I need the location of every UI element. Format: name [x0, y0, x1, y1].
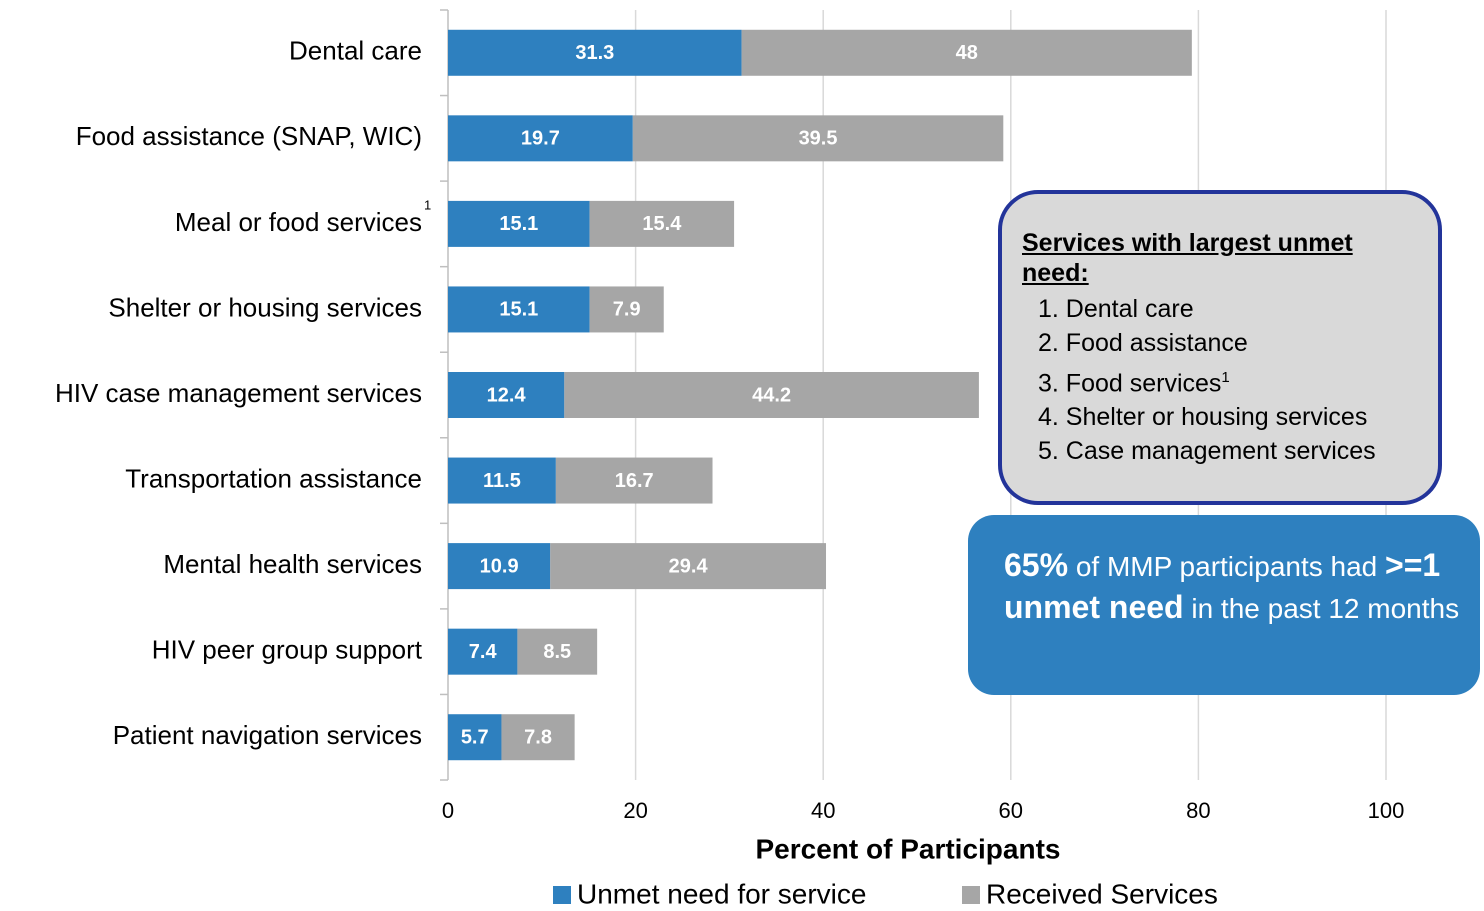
- y-tick-label: Patient navigation services: [113, 720, 422, 750]
- y-tick-label: Food assistance (SNAP, WIC): [76, 121, 422, 151]
- notes-item: 5. Case management services: [1038, 435, 1376, 469]
- value-label: 5.7: [461, 727, 489, 749]
- bar-segment: [448, 543, 551, 590]
- bar-segment: [517, 628, 598, 675]
- value-label: 48: [956, 42, 978, 64]
- notes-item-note: 1: [1221, 368, 1230, 386]
- x-tick-label: 100: [1368, 798, 1405, 823]
- x-tick-label: 40: [811, 798, 835, 823]
- bar-segment: [448, 115, 633, 162]
- y-tick-label: Meal or food services: [175, 207, 422, 237]
- highlight-segment: >=1 unmet need: [1004, 547, 1441, 625]
- legend-swatch: [962, 886, 980, 904]
- notes-item: 2. Food assistance: [1038, 327, 1376, 361]
- notes-item: 1. Dental care: [1038, 293, 1376, 327]
- notes-item: 3. Food services1: [1038, 361, 1376, 401]
- y-tick-label: Shelter or housing services: [108, 292, 422, 322]
- bar-segment: [448, 457, 556, 504]
- notes-item-text: 1. Dental care: [1038, 295, 1194, 323]
- bar-segment: [448, 29, 742, 76]
- value-label: 8.5: [543, 641, 571, 663]
- x-axis-title: Percent of Participants: [756, 833, 1061, 864]
- value-label: 15.1: [499, 213, 538, 235]
- bar-segment: [448, 286, 590, 333]
- value-label: 11.5: [483, 470, 521, 492]
- notes-item-text: 4. Shelter or housing services: [1038, 402, 1368, 431]
- bar-segment: [564, 372, 979, 418]
- bar-segment: [448, 372, 565, 418]
- value-label: 7.4: [469, 641, 498, 663]
- legend-label: Unmet need for service: [577, 878, 866, 909]
- bar-segment: [589, 200, 735, 247]
- y-tick-label: HIV peer group support: [152, 635, 423, 665]
- value-label: 44.2: [752, 384, 791, 406]
- y-tick-label: HIV case management services: [55, 378, 422, 408]
- highlight-text: 65% of MMP participants had >=1 unmet ne…: [1004, 545, 1464, 629]
- bar-segment: [501, 714, 575, 761]
- notes-title: Services with largest unmet need:: [1022, 229, 1353, 287]
- y-tick-label: Transportation assistance: [125, 463, 422, 493]
- value-label: 15.4: [642, 213, 682, 235]
- value-label: 39.5: [799, 128, 838, 150]
- highlight-segment: 65%: [1004, 547, 1069, 583]
- value-label: 10.9: [480, 555, 519, 577]
- legend-swatch: [553, 886, 571, 904]
- x-tick-label: 20: [623, 798, 647, 823]
- value-label: 29.4: [669, 555, 709, 577]
- value-label: 12.4: [487, 384, 527, 406]
- value-label: 7.9: [613, 299, 641, 321]
- x-tick-label: 60: [999, 798, 1023, 823]
- bar-segment: [448, 628, 518, 675]
- highlight-segment: in the past 12 months: [1183, 593, 1460, 624]
- bar-segment: [555, 457, 713, 504]
- highlight-segment: of MMP participants had: [1068, 551, 1386, 582]
- bar-segment: [589, 286, 664, 333]
- legend-label: Received Services: [986, 878, 1218, 909]
- notes-box: Services with largest unmet need: 1. Den…: [998, 190, 1442, 505]
- y-tick-label: Mental health services: [163, 549, 422, 579]
- bar-segment: [632, 115, 1004, 162]
- notes-item: 4. Shelter or housing services: [1038, 401, 1376, 435]
- highlight-box: 65% of MMP participants had >=1 unmet ne…: [968, 515, 1480, 695]
- notes-item-text: 3. Food services: [1038, 368, 1222, 397]
- bar-segment: [448, 200, 590, 247]
- x-tick-label: 80: [1186, 798, 1210, 823]
- x-tick-label: 0: [442, 798, 454, 823]
- bar-segment: [448, 714, 502, 761]
- y-tick-label: Dental care: [289, 36, 422, 66]
- bar-segment: [741, 29, 1192, 76]
- value-label: 15.1: [499, 299, 538, 321]
- notes-item-text: 5. Case management services: [1038, 436, 1376, 465]
- value-label: 19.7: [521, 128, 560, 150]
- category-note: 1: [424, 197, 431, 212]
- value-label: 31.3: [575, 42, 614, 64]
- notes-list: 1. Dental care 2. Food assistance 3. Food …: [1038, 293, 1376, 468]
- notes-item-text: 2. Food assistance: [1038, 328, 1248, 357]
- bar-segment: [550, 543, 827, 590]
- value-label: 7.8: [524, 727, 552, 749]
- value-label: 16.7: [615, 470, 654, 492]
